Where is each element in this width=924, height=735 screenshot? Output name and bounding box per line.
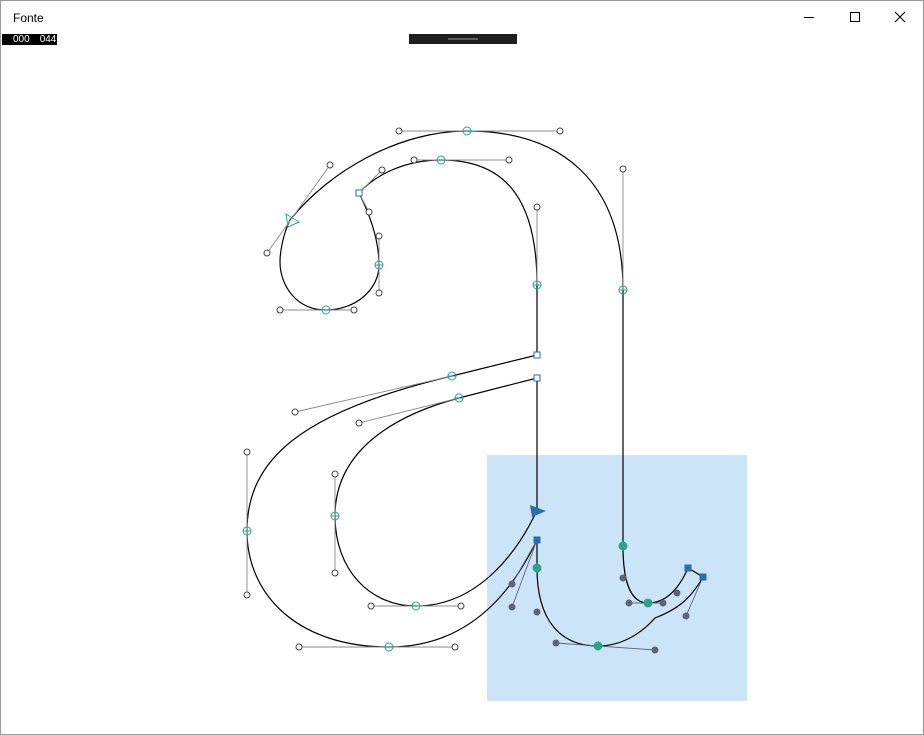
toolbar-handle[interactable] <box>409 34 517 44</box>
app-title: Fonte <box>13 11 44 25</box>
selected-control-points[interactable] <box>508 574 690 654</box>
counter-left: 000 <box>13 34 30 45</box>
selection-rectangle[interactable] <box>487 455 747 701</box>
close-button[interactable] <box>877 1 923 33</box>
selected-on-curve-points[interactable] <box>532 541 653 651</box>
inner-contour[interactable] <box>334 377 538 607</box>
toolbar-grip <box>448 38 478 40</box>
maximize-button[interactable] <box>832 1 878 33</box>
on-curve-points[interactable] <box>242 126 628 652</box>
minimize-icon <box>804 17 814 18</box>
inner-start-point-marker[interactable] <box>530 505 546 517</box>
handle-lines <box>246 130 624 648</box>
point-counter: 000 044 <box>2 34 58 45</box>
selected-corner-points[interactable] <box>533 536 707 581</box>
counter-right: 044 <box>39 34 57 45</box>
maximize-icon <box>850 12 860 22</box>
corner-points[interactable] <box>355 189 541 382</box>
close-icon <box>894 11 906 23</box>
title-bar[interactable]: Fonte <box>1 1 923 33</box>
control-points[interactable] <box>243 127 627 651</box>
minimize-button[interactable] <box>786 1 832 33</box>
start-point-marker[interactable] <box>285 213 301 228</box>
